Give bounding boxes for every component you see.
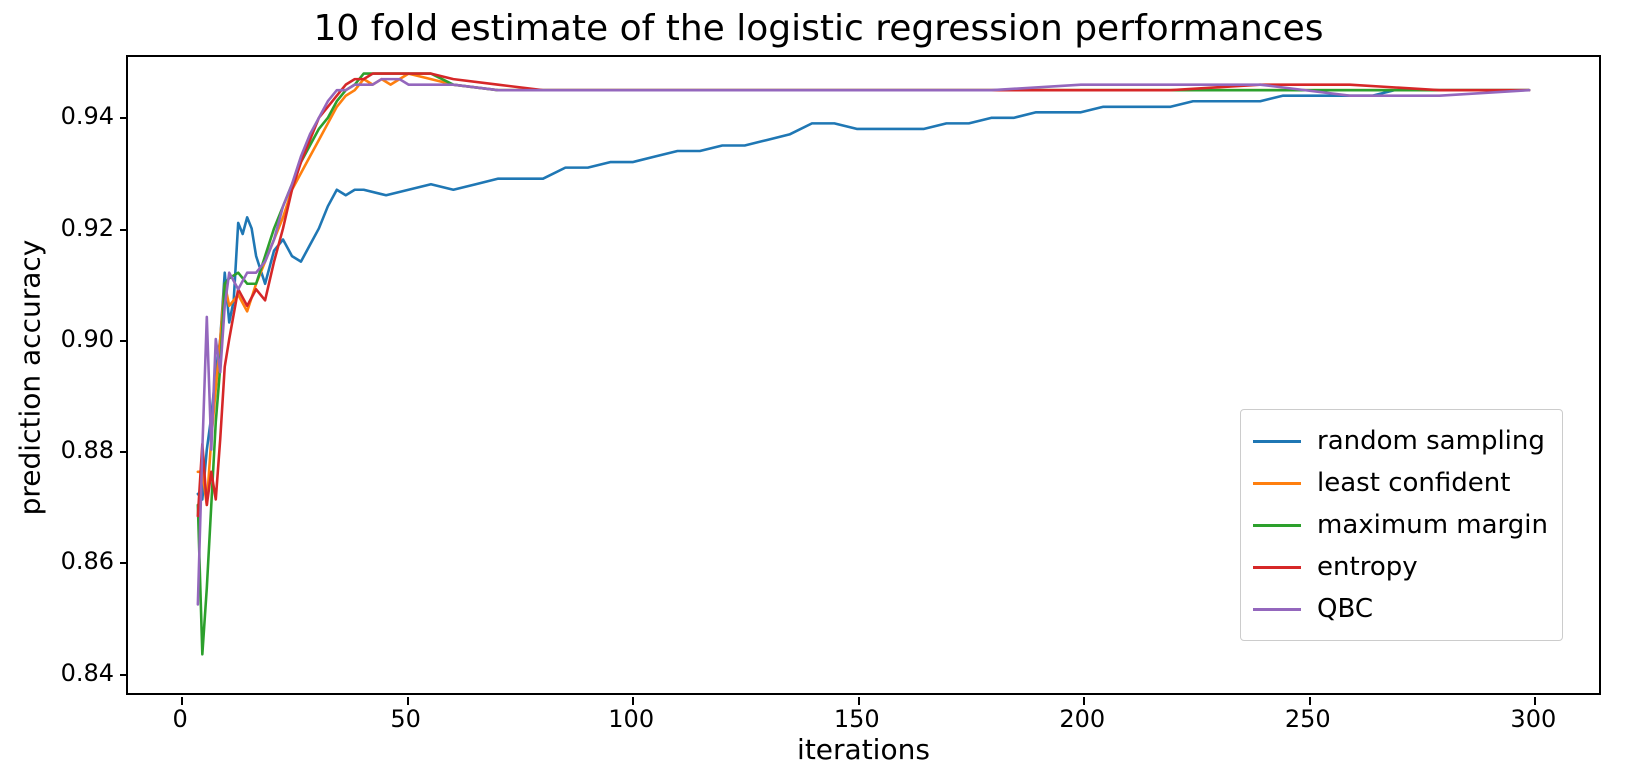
legend-label: random sampling	[1317, 426, 1545, 456]
y-tick-label: 0.84	[54, 659, 114, 687]
chart-title: 10 fold estimate of the logistic regress…	[0, 8, 1637, 49]
x-tick-label: 250	[1285, 705, 1331, 733]
x-tick-label: 300	[1510, 705, 1556, 733]
legend-item: least confident	[1253, 462, 1548, 504]
legend-label: QBC	[1317, 594, 1373, 624]
x-tick-label: 100	[608, 705, 654, 733]
legend-label: maximum margin	[1317, 510, 1548, 540]
legend-swatch	[1253, 608, 1301, 611]
y-tick-mark	[120, 117, 128, 119]
y-tick-mark	[120, 229, 128, 231]
legend-swatch	[1253, 566, 1301, 569]
y-tick-label: 0.92	[54, 214, 114, 242]
x-tick-label: 150	[834, 705, 880, 733]
legend-label: least confident	[1317, 468, 1510, 498]
y-axis-label: prediction accuracy	[14, 58, 47, 698]
x-tick-mark	[632, 697, 634, 705]
chart-figure: 10 fold estimate of the logistic regress…	[0, 0, 1637, 769]
legend-item: entropy	[1253, 546, 1548, 588]
x-tick-mark	[1309, 697, 1311, 705]
legend-box: random sampling least confident maximum ma…	[1240, 409, 1563, 641]
legend-item: random sampling	[1253, 420, 1548, 462]
x-axis-label: iterations	[126, 733, 1601, 766]
x-tick-mark	[1083, 697, 1085, 705]
x-tick-mark	[407, 697, 409, 705]
x-tick-mark	[181, 697, 183, 705]
legend-item: QBC	[1253, 588, 1548, 630]
plot-area: random sampling least confident maximum ma…	[126, 55, 1601, 695]
x-tick-mark	[1534, 697, 1536, 705]
y-tick-label: 0.88	[54, 436, 114, 464]
x-tick-label: 200	[1059, 705, 1105, 733]
x-tick-label: 50	[390, 705, 421, 733]
y-tick-label: 0.90	[54, 325, 114, 353]
y-tick-mark	[120, 562, 128, 564]
legend-label: entropy	[1317, 552, 1418, 582]
y-tick-label: 0.94	[54, 102, 114, 130]
y-tick-mark	[120, 340, 128, 342]
legend-swatch	[1253, 524, 1301, 527]
legend-item: maximum margin	[1253, 504, 1548, 546]
x-tick-label: 0	[172, 705, 187, 733]
legend-swatch	[1253, 482, 1301, 485]
x-tick-mark	[858, 697, 860, 705]
legend-swatch	[1253, 440, 1301, 443]
y-tick-mark	[120, 451, 128, 453]
y-tick-mark	[120, 674, 128, 676]
y-tick-label: 0.86	[54, 547, 114, 575]
